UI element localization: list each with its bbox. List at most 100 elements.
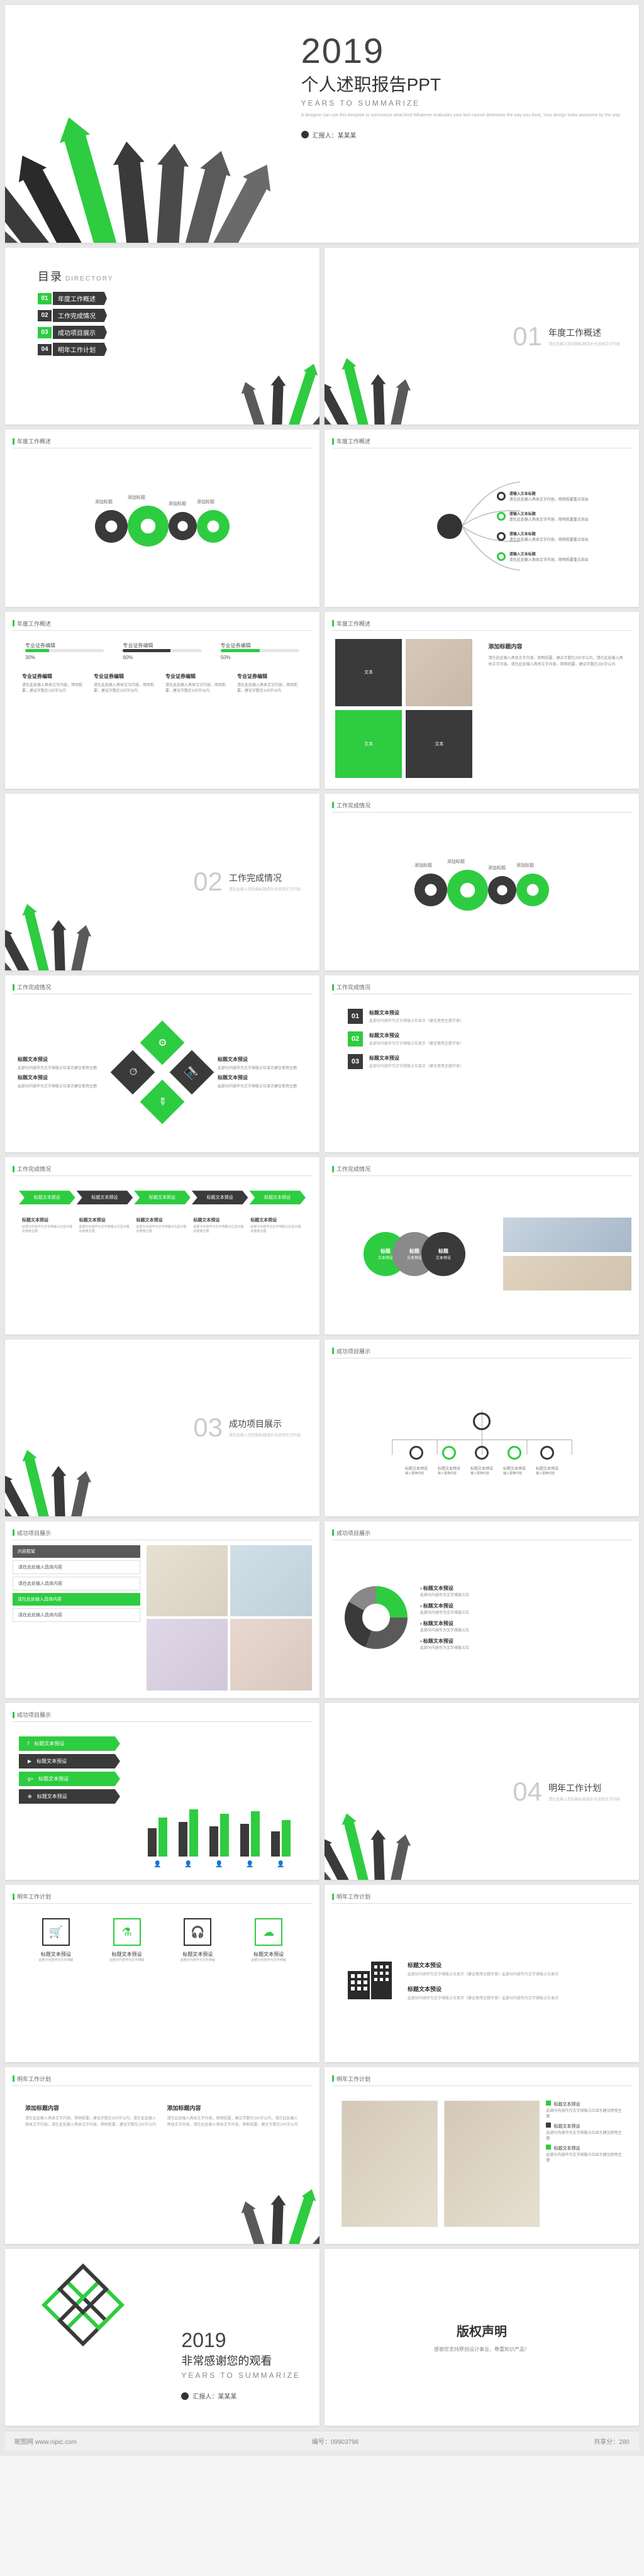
numbered-item: 03标题文本预设此部分内容作为文字排版占位显示（建议使用主题字体） — [348, 1054, 616, 1069]
cover-title: 个人述职报告PPT — [301, 71, 620, 96]
section-01-slide: 01 年度工作概述请在此输入您的副标题或补充说明文字内容 — [325, 248, 639, 425]
photo-placeholder — [230, 1545, 312, 1617]
directory-item: 02工作完成情况 — [38, 309, 312, 322]
footer-site: 昵图网 www.nipic.com — [14, 2436, 77, 2446]
numbered-item: 01标题文本预设此部分内容作为文字排版占位显示（建议使用主题字体） — [348, 1009, 616, 1024]
slide-header: 成功项目展示 — [332, 1347, 631, 1358]
photo-placeholder — [147, 1619, 228, 1690]
section-header: 01 年度工作概述请在此输入您的副标题或补充说明文字内容 — [513, 321, 620, 352]
chevron-desc: 标题文本预设此部分内容作为文字排版占位显示建议使用主题 — [136, 1217, 189, 1233]
text-column: 专业证券编辑请在此处输入具体文字内容，简明扼要，建议字数在100字以内 — [22, 673, 87, 775]
feature-label: f标题文本预设 — [19, 1736, 120, 1751]
iconcards-slide: 明年工作计划 🛒标题文本预设此部分内容作为文字排版⚗标题文本预设此部分内容作为文… — [5, 1885, 319, 2062]
photos-slide: 明年工作计划 标题文本预设此部分内容作为文字排版占位显示建议使用主题 标题文本预… — [325, 2067, 639, 2244]
org-node: 标题文本预设输入替换内容 — [508, 1446, 521, 1460]
slide-header: 成功项目展示 — [332, 1529, 631, 1540]
gear-icon — [447, 870, 488, 911]
chevron-step: 标题文本预设 — [134, 1191, 191, 1204]
presenter-label: 汇报人：某某某 — [301, 130, 620, 140]
directory-title: 目录DIRECTORY — [38, 268, 312, 284]
slide-header: 成功项目展示 — [13, 1529, 312, 1540]
mindmap-slide: 年度工作概述 请输入文本标题请在此处输入具体文字内容，简明扼要重点突出请输入文本… — [325, 430, 639, 606]
pie-legend-item: › 标题文本预设此部分内容作为文字排版占位 — [420, 1620, 619, 1633]
directory-slide: 目录DIRECTORY 01年度工作概述02工作完成情况03成功项目展示04明年… — [5, 248, 319, 425]
gear-icon — [128, 506, 169, 547]
chevron-desc: 标题文本预设此部分内容作为文字排版占位显示建议使用主题 — [193, 1217, 245, 1233]
diamond-icon: ⚙ — [140, 1020, 185, 1065]
dualtext-slide: 明年工作计划 添加标题内容请在此处输入具体文字内容，简明扼要，建议字数在200字… — [5, 2067, 319, 2244]
progress-bar: 专业证券编辑30% — [25, 642, 104, 660]
bar-group: 👤 — [179, 1809, 198, 1857]
circles-slide: 工作完成情况 标题文本预设标题文本预设标题文本预设 — [325, 1157, 639, 1334]
gear-icon — [197, 510, 230, 543]
pie-legend-item: › 标题文本预设此部分内容作为文字排版占位 — [420, 1602, 619, 1615]
building-slide: 明年工作计划 标题文本预设此部分内容作为文字排版占位显示（建议使用主题字体）此部… — [325, 1885, 639, 2062]
chevron-desc: 标题文本预设此部分内容作为文字排版占位显示建议使用主题 — [79, 1217, 131, 1233]
chevron-step: 标题文本预设 — [19, 1191, 75, 1204]
bar-group: 👤 — [240, 1811, 260, 1857]
cover-year: 2019 — [301, 30, 620, 71]
dashboard-chip: 内容框架 — [13, 1545, 140, 1558]
text-column: 专业证券编辑请在此处输入具体文字内容，简明扼要，建议字数在100字以内 — [165, 673, 231, 775]
grid-cell: 文本 — [406, 710, 472, 778]
orgchart-slide: 成功项目展示 标题文本预设输入替换内容 标题文本预设输入替换内容 标题文本预设输入替… — [325, 1340, 639, 1516]
dashboard-chip: 请在此处输入具体内容 — [13, 1593, 140, 1606]
gear-icon — [95, 510, 128, 543]
slide-header: 年度工作概述 — [13, 437, 312, 448]
building-icon — [345, 1955, 395, 2008]
footer-id: 编号：09903796 — [312, 2436, 359, 2446]
gear-icon — [414, 874, 447, 906]
slide-header: 年度工作概述 — [332, 437, 631, 448]
pie-legend-item: › 标题文本预设此部分内容作为文字排版占位 — [420, 1585, 619, 1597]
icon-card: 🛒标题文本预设此部分内容作为文字排版 — [25, 1918, 87, 2045]
cover-note: A designer can use this template to summ… — [301, 113, 620, 119]
section-header: 02 工作完成情况请在此输入您的副标题或补充说明文字内容 — [193, 867, 301, 897]
bars-slide: 年度工作概述 专业证券编辑30%专业证券编辑60%专业证券编辑50% 专业证券编… — [5, 612, 319, 789]
slide-header: 年度工作概述 — [13, 619, 312, 631]
chevron-step: 标题文本预设 — [77, 1191, 133, 1204]
barchart-slide: 成功项目展示 f标题文本预设▶标题文本预设g+标题文本预设⊕标题文本预设 👤👤👤… — [5, 1703, 319, 1880]
slide-header: 工作完成情况 — [332, 1165, 631, 1176]
progress-bar: 专业证券编辑60% — [123, 642, 201, 660]
photo-placeholder — [444, 2101, 540, 2227]
arrow-decoration — [5, 847, 125, 970]
feature-label: ⊕标题文本预设 — [19, 1789, 120, 1804]
thanks-slide: 2019 非常感谢您的观看 YEARS TO SUMMARIZE 汇报人：某某某 — [5, 2249, 319, 2426]
bar-group: 👤 — [148, 1818, 167, 1857]
section-02-slide: 02 工作完成情况请在此输入您的副标题或补充说明文字内容 — [5, 794, 319, 970]
arrow-decoration — [194, 2129, 319, 2244]
dashboard-chip: 请在此处输入具体内容 — [13, 1560, 140, 1574]
footer: 昵图网 www.nipic.com 编号：09903796 共享分：280 — [5, 2431, 639, 2451]
thanks-title: 非常感谢您的观看 — [181, 2352, 301, 2368]
mindmap-node: 请输入文本标题请在此处输入具体文字内容，简明扼要重点突出 — [497, 491, 589, 502]
cover-subtitle: YEARS TO SUMMARIZE — [301, 99, 620, 108]
slide-header: 工作完成情况 — [13, 1165, 312, 1176]
org-node: 标题文本预设输入替换内容 — [442, 1446, 456, 1460]
arrow-decoration — [5, 1392, 125, 1516]
cover-slide: 2019 个人述职报告PPT YEARS TO SUMMARIZE A desi… — [5, 5, 639, 243]
slide-header: 工作完成情况 — [13, 983, 312, 994]
arrow-decoration — [225, 328, 319, 425]
slide-header: 明年工作计划 — [13, 2075, 312, 2086]
slide-header: 成功项目展示 — [13, 1711, 312, 1722]
gears2-slide: 工作完成情况 添加标题添加标题添加标题添加标题 — [325, 794, 639, 970]
thanks-subtitle: YEARS TO SUMMARIZE — [181, 2371, 301, 2380]
copyright-slide: 版权声明 感谢您支持原创设计事业，尊重知识产品！ — [325, 2249, 639, 2426]
slide-header: 明年工作计划 — [13, 1892, 312, 1904]
gear-icon — [516, 874, 549, 906]
section-header: 03 成功项目展示请在此输入您的副标题或补充说明文字内容 — [193, 1413, 301, 1443]
dashboard-chip: 请在此处输入具体内容 — [13, 1577, 140, 1591]
diamond-icon: ✎ — [140, 1079, 185, 1124]
icon-card: ☁标题文本预设此部分内容作为文字排版 — [238, 1918, 299, 2045]
grid-cell: 文本 — [335, 710, 402, 778]
photo-placeholder — [341, 2101, 438, 2227]
interlock-graphic — [30, 2268, 137, 2375]
org-node: 标题文本预设输入替换内容 — [475, 1446, 489, 1460]
gear-icon — [169, 512, 197, 540]
diamonds-slide: 工作完成情况 标题文本预设此部分内容作为文字排版占位显示建议使用主题 标题文本预… — [5, 975, 319, 1152]
photo-placeholder — [230, 1619, 312, 1690]
photo-placeholder — [503, 1218, 631, 1252]
pie-slide: 成功项目展示 › 标题文本预设此部分内容作为文字排版占位 › 标题文本预设此部分内… — [325, 1521, 639, 1698]
bar-group: 👤 — [271, 1820, 291, 1857]
grid-slide: 年度工作概述 文本文本文本 添加标题内容 请在此处输入具体文字内容，简明扼要，建… — [325, 612, 639, 789]
